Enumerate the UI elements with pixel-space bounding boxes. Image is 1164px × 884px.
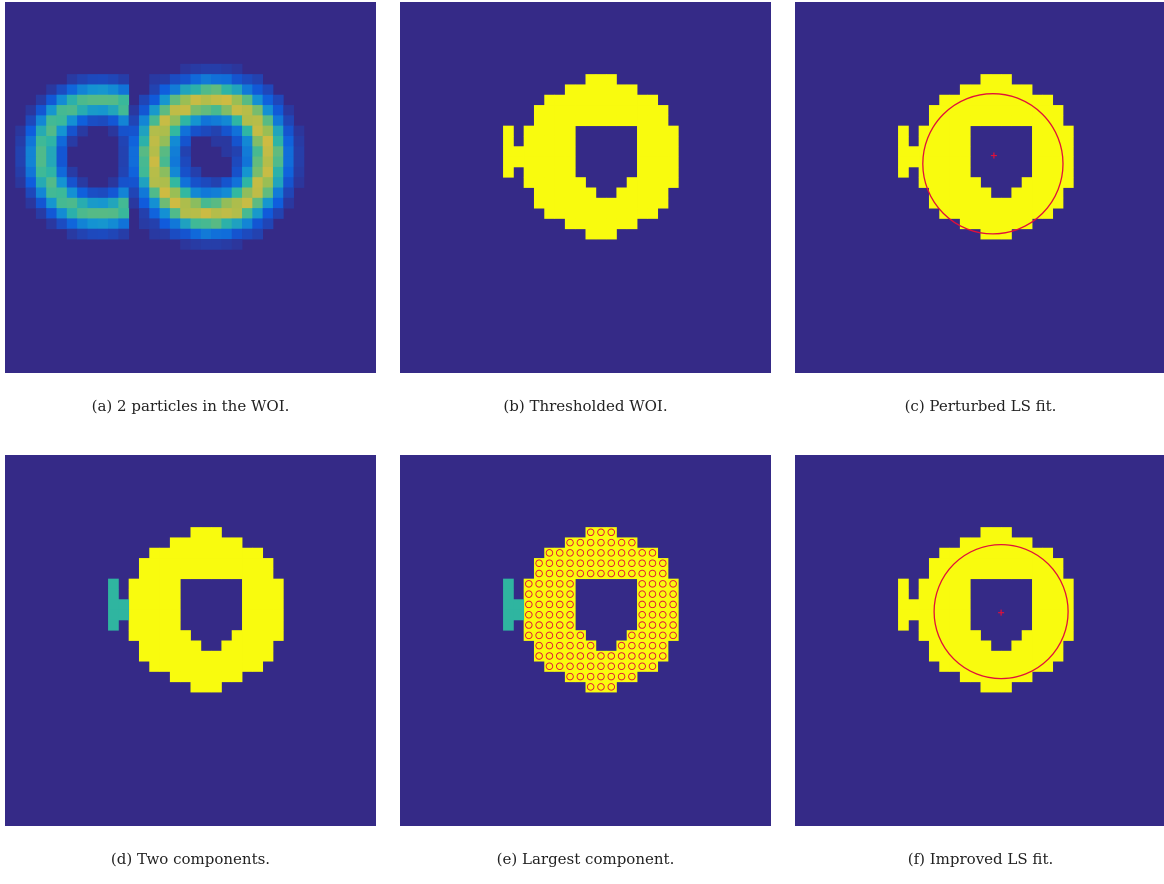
largest-component-markers: [525, 528, 677, 691]
panel-e-image: [400, 455, 771, 826]
two-components-image: [5, 455, 376, 826]
side-particle-mask: [503, 125, 525, 178]
fitted-circle: [922, 93, 1064, 235]
panel-b-image: [400, 2, 771, 373]
caption-a: (a) 2 particles in the WOI.: [91, 397, 290, 415]
fitted-circle: [933, 543, 1069, 680]
side-particle-mask: [898, 125, 920, 178]
panel-d-image: [5, 455, 376, 826]
caption-d: (d) Two components.: [110, 850, 271, 868]
caption-c: (c) Perturbed LS fit.: [904, 397, 1057, 415]
side-particle-mask: [898, 578, 920, 631]
fit-center-marker: [998, 609, 1005, 616]
largest-component-mask: [128, 527, 284, 693]
perturbed-fit-image: [795, 2, 1164, 373]
second-component-mask: [108, 578, 130, 631]
panel-a-image: [5, 2, 376, 373]
fit-center-marker: [990, 152, 997, 159]
caption-b: (b) Thresholded WOI.: [503, 397, 668, 415]
largest-component-mask: [523, 527, 679, 693]
raw-woi-image: [5, 2, 376, 373]
panel-c-image: [795, 2, 1164, 373]
caption-f: (f) Improved LS fit.: [907, 850, 1054, 868]
largest-component-image: [400, 455, 771, 826]
second-component-mask: [503, 578, 525, 631]
main-particle-mask: [523, 74, 679, 240]
panel-f-image: [795, 455, 1164, 826]
intensity-pixels: [15, 63, 305, 250]
thresholded-woi-image: [400, 2, 771, 373]
improved-fit-image: [795, 455, 1164, 826]
caption-e: (e) Largest component.: [496, 850, 675, 868]
